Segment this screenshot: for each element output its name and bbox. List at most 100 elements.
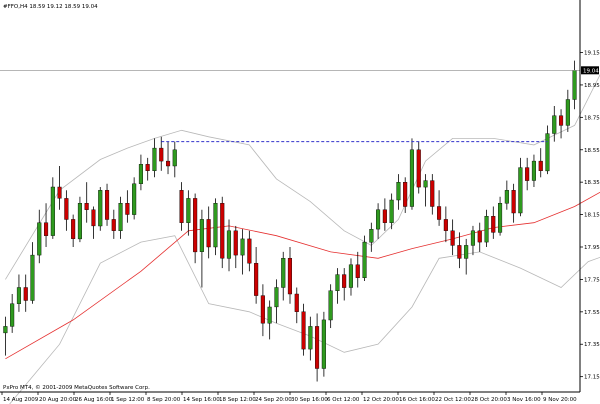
- candle-body: [247, 238, 252, 264]
- candle-body: [240, 238, 245, 256]
- candle-body: [44, 222, 49, 236]
- candle-body: [71, 219, 76, 239]
- candle-body: [559, 115, 564, 126]
- candle-body: [362, 241, 367, 279]
- candle-body: [233, 230, 238, 256]
- candle-body: [464, 245, 469, 259]
- current-price-tag: [581, 66, 599, 75]
- candle-body: [430, 180, 435, 207]
- candle-body: [437, 206, 442, 220]
- candle-body: [16, 287, 22, 304]
- moving-average: [5, 191, 600, 360]
- x-tick-label: 28 Oct 20:00: [471, 397, 507, 403]
- candle-body: [315, 326, 320, 369]
- y-tick-label: 17.55: [584, 310, 600, 316]
- candle-body: [226, 230, 232, 259]
- candle-body: [111, 219, 116, 231]
- candle-body: [199, 219, 204, 252]
- y-tick-label: 18.15: [584, 213, 600, 219]
- y-tick-label: 18.35: [584, 180, 600, 186]
- x-tick-label: 14 Sep 16:00: [183, 397, 220, 403]
- candle-body: [457, 245, 462, 259]
- candle-body: [301, 311, 306, 350]
- upper-band-line: [5, 73, 600, 280]
- candle-body: [443, 219, 448, 231]
- y-tick-label: 18.75: [584, 115, 600, 121]
- lower-band-line: [9, 235, 600, 404]
- candle-body: [403, 181, 408, 207]
- candle-body: [491, 215, 496, 233]
- candle-body: [186, 198, 191, 223]
- candle-body: [159, 147, 164, 162]
- candle-body: [206, 219, 211, 248]
- x-tick-label: 14 Aug 2009: [3, 397, 39, 403]
- candle-body: [450, 230, 455, 246]
- candle-body: [37, 222, 42, 256]
- y-axis-ticks: 19.15 18.95 18.75 18.55 18.35 18.15 17.95 17.75…: [580, 51, 600, 381]
- candle-body: [538, 160, 543, 172]
- candle-body: [565, 99, 570, 126]
- current-price-label: 19.04: [583, 68, 599, 74]
- candle-body: [552, 115, 557, 134]
- candle-body: [260, 295, 265, 324]
- candle-body: [531, 160, 536, 181]
- x-tick-label: 9 Nov 20:00: [543, 397, 577, 403]
- candle-body: [389, 199, 394, 223]
- candle-body: [409, 149, 415, 207]
- candle-body: [152, 147, 157, 172]
- x-tick-label: 1 Sep 12:00: [111, 397, 145, 403]
- candle-body: [470, 230, 476, 246]
- candle-body: [572, 70, 577, 100]
- candle-body: [118, 202, 123, 231]
- candle-body: [57, 186, 62, 199]
- x-tick-label: 20 Aug 20:00: [39, 397, 77, 403]
- candle-body: [193, 198, 198, 253]
- candle-body: [525, 167, 530, 181]
- x-tick-label: 6 Oct 12:00: [327, 397, 360, 403]
- candle-body: [416, 149, 421, 188]
- candle-body: [172, 149, 177, 167]
- candle-body: [376, 209, 381, 230]
- x-tick-label: 3 Nov 16:00: [507, 397, 541, 403]
- x-tick-label: 26 Aug 16:00: [75, 397, 113, 403]
- candle-body: [91, 209, 96, 227]
- candle-body: [545, 133, 550, 172]
- candle-body: [511, 190, 516, 214]
- candle-body: [179, 190, 184, 223]
- candle-body: [213, 202, 218, 248]
- candle-body: [308, 326, 313, 350]
- ma-line: [5, 191, 600, 360]
- candle-body: [348, 264, 354, 288]
- copyright-text: PxPro MT4, © 2001-2009 MetaQuotes Softwa…: [3, 384, 150, 391]
- candle-body: [335, 274, 340, 292]
- candle-body: [369, 228, 374, 243]
- candle-body: [423, 180, 428, 188]
- candle-body: [50, 186, 55, 236]
- y-tick-label: 17.75: [584, 277, 600, 283]
- candle-body: [84, 202, 89, 210]
- y-tick-label: 17.95: [584, 245, 600, 251]
- y-tick-label: 17.15: [584, 375, 600, 381]
- candle-body: [518, 167, 523, 214]
- candle-body: [104, 190, 110, 220]
- x-tick-label: 18 Sep 12:00: [219, 397, 256, 403]
- x-tick-label: 8 Sep 20:00: [147, 397, 181, 403]
- candle-body: [77, 202, 82, 240]
- candle-body: [64, 198, 69, 220]
- candle-body: [382, 209, 387, 223]
- x-tick-label: 24 Sep 20:00: [255, 397, 292, 403]
- x-tick-label: 12 Oct 20:00: [363, 397, 399, 403]
- y-tick-label: 18.95: [584, 83, 600, 89]
- x-tick-label: 22 Oct 12:00: [435, 397, 471, 403]
- candle-body: [321, 319, 326, 369]
- candle-body: [274, 287, 279, 308]
- y-tick-label: 17.35: [584, 342, 600, 348]
- y-tick-label: 18.55: [584, 148, 600, 154]
- candle-body: [396, 181, 401, 201]
- candle-body: [342, 274, 347, 288]
- candle-body: [477, 230, 482, 243]
- x-tick-label: 16 Oct 16:00: [399, 397, 435, 403]
- candle-body: [125, 202, 130, 215]
